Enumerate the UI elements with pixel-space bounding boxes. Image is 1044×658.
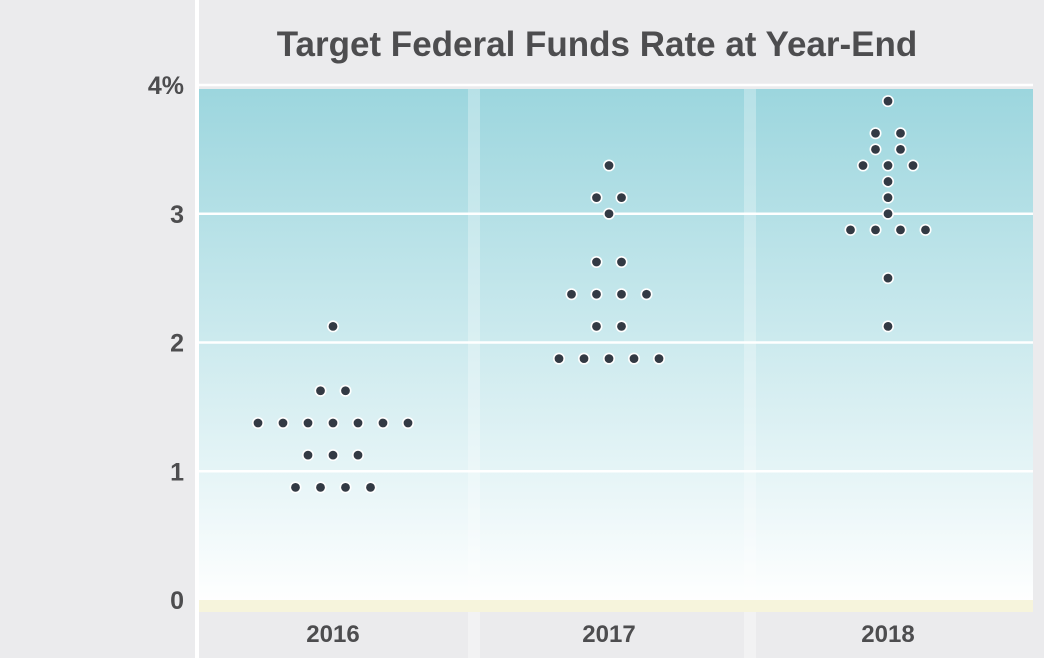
dot-point-2018 bbox=[919, 223, 932, 236]
dot-point-2016 bbox=[351, 449, 364, 462]
dot-point-2017 bbox=[615, 288, 628, 301]
dot-point-2018 bbox=[906, 159, 919, 172]
dot-point-2016 bbox=[314, 481, 327, 494]
dot-point-2017 bbox=[590, 256, 603, 269]
dot-point-2018 bbox=[856, 159, 869, 172]
x-tick-label: 2017 bbox=[582, 621, 635, 648]
dot-point-2016 bbox=[252, 416, 265, 429]
dot-point-2017 bbox=[565, 288, 578, 301]
dot-point-2018 bbox=[881, 320, 894, 333]
dot-point-2018 bbox=[881, 207, 894, 220]
dot-point-2017 bbox=[552, 352, 565, 365]
dot-point-2016 bbox=[326, 416, 339, 429]
chart-title: Target Federal Funds Rate at Year-End bbox=[277, 25, 918, 64]
y-tick-label: 3 bbox=[170, 201, 184, 229]
dot-point-2018 bbox=[881, 272, 894, 285]
dot-point-2016 bbox=[301, 449, 314, 462]
dot-point-2016 bbox=[339, 481, 352, 494]
dot-point-2017 bbox=[627, 352, 640, 365]
dot-point-2016 bbox=[401, 416, 414, 429]
dot-point-2017 bbox=[602, 159, 615, 172]
dot-point-2018 bbox=[881, 191, 894, 204]
dot-point-2016 bbox=[289, 481, 302, 494]
plot-area bbox=[199, 89, 1033, 605]
dot-point-2018 bbox=[894, 223, 907, 236]
dot-point-2016 bbox=[326, 449, 339, 462]
dot-point-2017 bbox=[615, 320, 628, 333]
dot-point-2018 bbox=[869, 143, 882, 156]
x-band-separator bbox=[744, 612, 756, 658]
dot-point-2018 bbox=[881, 159, 894, 172]
dot-point-2018 bbox=[869, 127, 882, 140]
x-tick-label: 2016 bbox=[306, 621, 359, 648]
dot-point-2016 bbox=[364, 481, 377, 494]
dot-point-2017 bbox=[590, 191, 603, 204]
zero-baseline bbox=[199, 600, 1033, 612]
column-separator bbox=[468, 89, 480, 600]
dot-point-2016 bbox=[339, 384, 352, 397]
dot-point-2017 bbox=[602, 207, 615, 220]
dot-point-2017 bbox=[590, 288, 603, 301]
gridlines bbox=[199, 83, 1033, 473]
dot-point-2017 bbox=[577, 352, 590, 365]
y-tick-label: 1 bbox=[170, 458, 184, 486]
y-tick-label: 2 bbox=[170, 330, 184, 358]
column-separator bbox=[744, 89, 756, 600]
dot-point-2018 bbox=[844, 223, 857, 236]
y-axis-ticks: 0 1 2 3 4% bbox=[148, 72, 184, 615]
dot-point-2018 bbox=[881, 175, 894, 188]
dot-point-2016 bbox=[314, 384, 327, 397]
dot-point-2018 bbox=[894, 127, 907, 140]
dot-point-2016 bbox=[351, 416, 364, 429]
dot-point-2017 bbox=[652, 352, 665, 365]
left-background bbox=[0, 0, 197, 658]
y-tick-label: 0 bbox=[170, 587, 184, 615]
dot-point-2017 bbox=[602, 352, 615, 365]
dot-point-2016 bbox=[326, 320, 339, 333]
dot-point-2016 bbox=[301, 416, 314, 429]
dot-point-2016 bbox=[276, 416, 289, 429]
dot-point-2016 bbox=[376, 416, 389, 429]
y-axis-line bbox=[195, 0, 199, 658]
dot-point-2018 bbox=[869, 223, 882, 236]
x-band-separator bbox=[468, 612, 480, 658]
dot-point-2018 bbox=[881, 95, 894, 108]
x-tick-label: 2018 bbox=[861, 621, 914, 648]
dot-point-2017 bbox=[615, 191, 628, 204]
x-label-bands bbox=[468, 612, 756, 658]
y-tick-label: 4% bbox=[148, 72, 184, 100]
x-axis-ticks: 2016 2017 2018 bbox=[306, 621, 914, 648]
dot-point-2018 bbox=[894, 143, 907, 156]
dot-point-2017 bbox=[640, 288, 653, 301]
dot-point-2017 bbox=[590, 320, 603, 333]
dot-point-2017 bbox=[615, 256, 628, 269]
dots-layer bbox=[252, 95, 932, 494]
